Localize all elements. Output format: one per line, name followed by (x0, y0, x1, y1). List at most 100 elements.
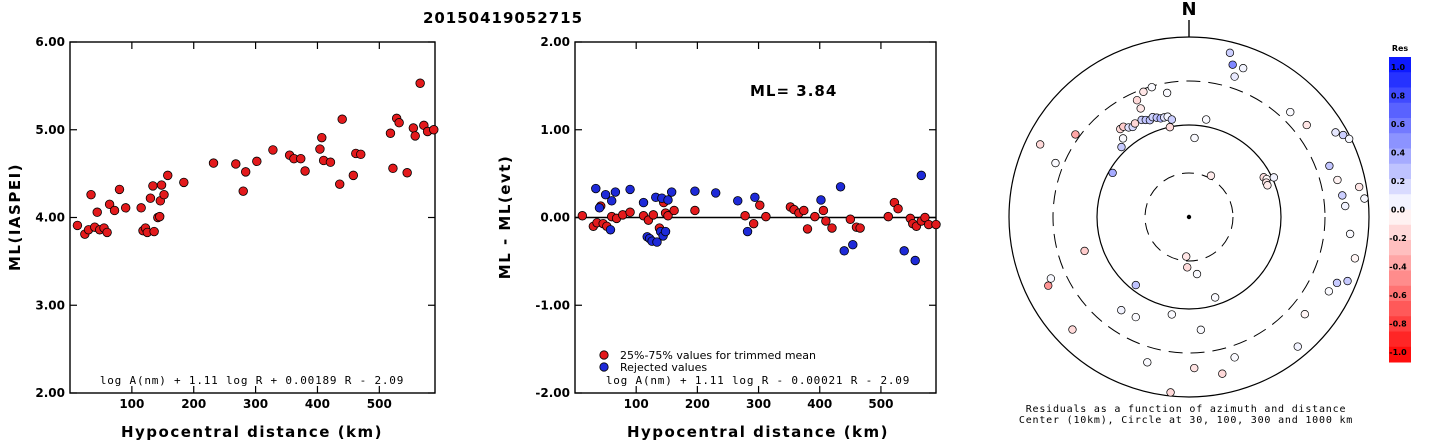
station-marker (1202, 115, 1211, 124)
colorbar-swatch (1389, 331, 1411, 348)
station-marker (1190, 133, 1199, 143)
residual-vs-distance-panel: 100 200 300 400 500 -2.00 -1.00 0.00 1.00 2.00 ML… (496, 35, 941, 441)
station-marker (1117, 142, 1126, 152)
residual-xtick-label: 400 (807, 397, 832, 411)
plot-frame-ml (69, 41, 436, 394)
station-marker (1343, 276, 1352, 286)
figure-title: 20150419052715 (423, 9, 583, 27)
residual-point-s1 (591, 183, 601, 194)
legend-marker-rejected (599, 362, 609, 372)
ml-point (335, 179, 345, 189)
residual-point-s0 (740, 211, 750, 221)
ml-point (238, 186, 248, 196)
ml-point (155, 211, 165, 222)
station-marker (1239, 64, 1248, 73)
station-marker (1210, 293, 1220, 302)
colorbar-swatch (1389, 346, 1411, 363)
colorbar-tick-label: 1.0 (1391, 63, 1406, 72)
caption-line-2: Center (10km), Circle at 30, 100, 300 an… (1019, 415, 1353, 426)
ml-point (415, 78, 425, 88)
station-marker (1269, 173, 1278, 182)
ring-300km (1052, 80, 1326, 354)
epicenter-marker (1186, 214, 1192, 220)
residual-point-s0 (625, 207, 635, 217)
ml-point (104, 199, 115, 210)
residual-point-s0 (669, 205, 679, 216)
residual-point-s1 (733, 196, 743, 206)
station-marker (1117, 306, 1126, 315)
ml-xtick-label: 400 (305, 397, 330, 411)
ml-point (315, 144, 325, 154)
residual-point-s1 (594, 203, 605, 213)
colorbar-tick-label: 0.8 (1391, 92, 1406, 101)
colorbar-swatch (1389, 148, 1411, 165)
colorbar-swatch (1389, 194, 1411, 210)
residual-point-s0 (810, 211, 820, 222)
ml-xtick-label: 200 (181, 397, 206, 411)
ml-point (325, 157, 336, 167)
residual-point-s1 (910, 255, 920, 266)
residual-xtick-label: 300 (746, 397, 771, 411)
ml-point (163, 170, 173, 181)
station-marker (1182, 252, 1191, 261)
residual-point-s0 (855, 223, 865, 233)
residual-point-s1 (899, 246, 909, 256)
station-marker (1136, 104, 1145, 113)
ml-point (114, 184, 125, 195)
ml-point (300, 166, 310, 176)
ml-point (109, 205, 120, 216)
colorbar-tick-label: -0.2 (1389, 234, 1407, 243)
ml-ytick-label: 5.00 (35, 123, 65, 137)
ml-point (156, 180, 167, 190)
ml-point (120, 203, 131, 213)
ml-point (208, 158, 219, 168)
ml-point (268, 145, 278, 155)
ml-xlabel: Hypocentral distance (km) (121, 423, 383, 441)
colorbar-swatch (1389, 133, 1411, 149)
colorbar-swatch (1389, 87, 1411, 104)
ml-ytick-label: 4.00 (35, 211, 65, 225)
station-marker (1130, 119, 1140, 128)
ring-1000km (1008, 36, 1370, 398)
residual-point-s1 (600, 189, 611, 200)
ml-point (148, 181, 158, 191)
residual-point-s0 (648, 210, 659, 220)
colorbar-swatch (1389, 209, 1411, 226)
station-marker (1225, 48, 1235, 57)
station-marker (1196, 325, 1206, 334)
ml-ytick-label: 6.00 (35, 35, 65, 49)
station-marker (1108, 168, 1117, 178)
colorbar-swatch (1389, 270, 1411, 287)
residual-point-s1 (660, 226, 671, 237)
colorbar-tick-label: -0.8 (1389, 320, 1407, 329)
colorbar-swatch (1389, 240, 1411, 256)
residual-point-s1 (638, 197, 649, 208)
station-marker (1036, 140, 1045, 149)
caption-line-1: Residuals as a function of azimuth and d… (1026, 404, 1347, 415)
colorbar-swatch (1389, 255, 1411, 271)
azimuth-distance-panel: N Residuals as a function of azimuth and… (1008, 0, 1370, 426)
legend-label-trimmed: 25%-75% values for trimmed mean (620, 349, 816, 362)
legend-label-rejected: Rejected values (620, 361, 707, 374)
colorbar-swatch (1389, 102, 1411, 119)
residual-formula: log A(nm) + 1.11 log R - 0.00021 R - 2.0… (606, 374, 910, 387)
station-marker (1325, 161, 1334, 171)
residual-point-s1 (848, 240, 858, 250)
residual-ytick-label: 2.00 (540, 35, 570, 49)
station-marker (1118, 134, 1128, 143)
residual-point-s0 (818, 205, 829, 216)
ml-point (317, 132, 327, 143)
ml-point (136, 203, 146, 213)
colorbar-tick-label: 0.0 (1391, 206, 1406, 215)
station-marker (1167, 310, 1176, 319)
station-marker (1333, 175, 1342, 185)
residual-point-s1 (666, 187, 677, 197)
station-marker (1044, 281, 1053, 290)
station-marker (1350, 254, 1360, 263)
station-marker (1165, 123, 1175, 132)
residual-point-s1 (750, 192, 760, 203)
station-marker (1147, 83, 1156, 92)
station-marker (1360, 194, 1369, 203)
station-marker (1324, 287, 1334, 296)
station-marker (1071, 130, 1080, 139)
